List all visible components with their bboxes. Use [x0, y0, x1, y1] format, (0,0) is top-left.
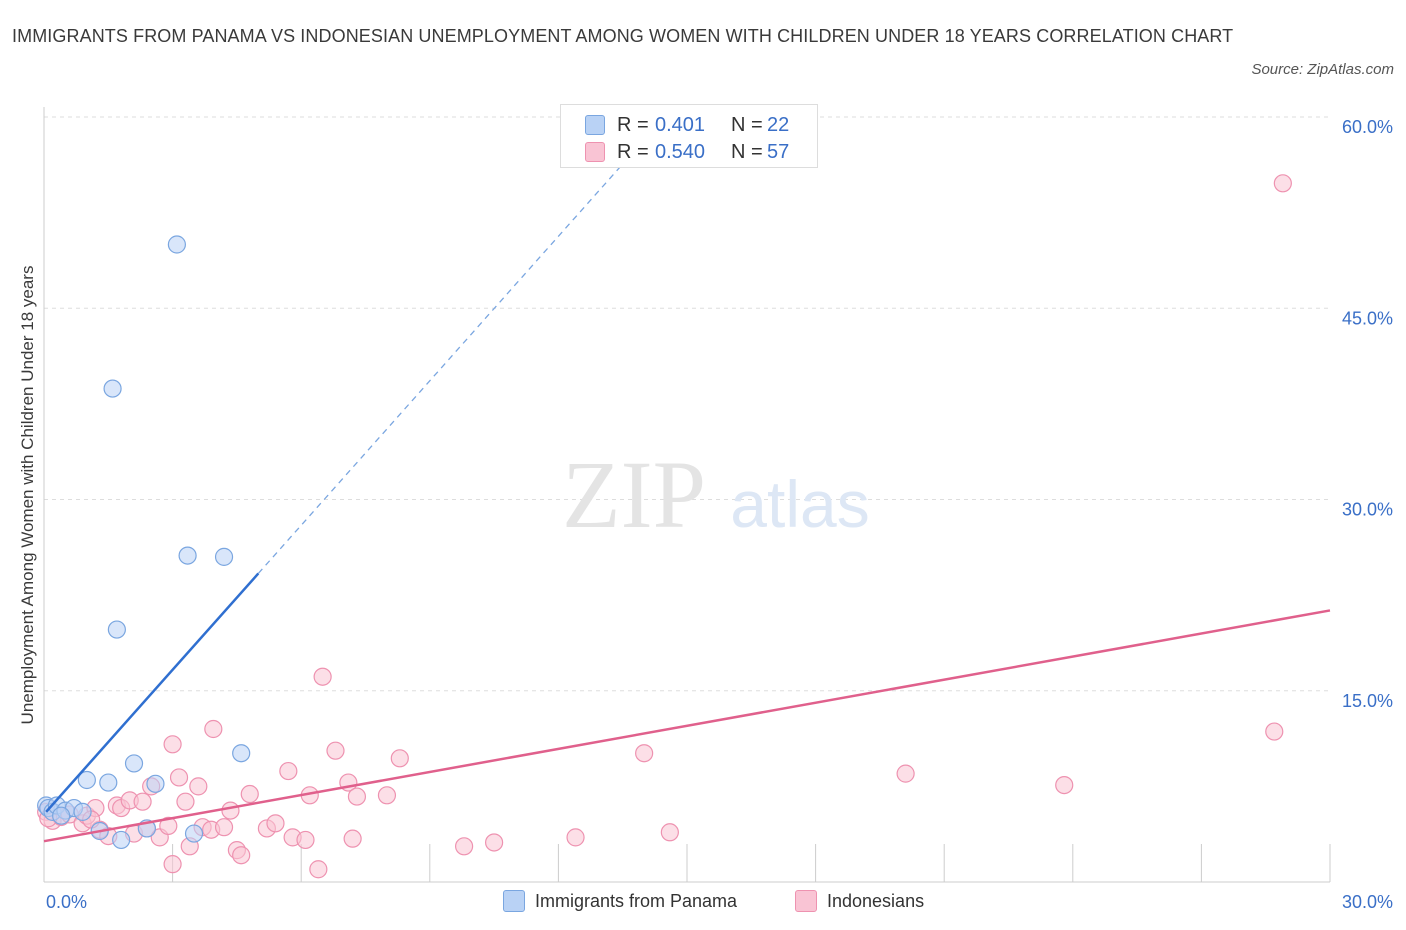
bottom-legend-label-panama: Immigrants from Panama	[535, 890, 738, 911]
indonesians-point	[566, 828, 585, 847]
bottom-legend-swatch-indonesians	[795, 890, 817, 912]
legend-r-label: R =	[617, 140, 649, 163]
legend-row-panama: R = 0.401 N = 22	[585, 113, 789, 137]
bottom-legend-label-indonesians: Indonesians	[827, 890, 925, 911]
indonesians-point	[279, 761, 298, 781]
panama-point	[99, 773, 118, 792]
legend-n-label: N =	[731, 113, 763, 136]
indonesians-point	[660, 823, 679, 842]
indonesians-point	[163, 855, 182, 874]
panama-point	[232, 744, 251, 763]
indonesians-point	[204, 719, 223, 739]
indonesians-point	[343, 829, 362, 848]
watermark-atlas: atlas	[730, 467, 869, 541]
indonesians-point	[1265, 722, 1284, 741]
y-tick-label: 45.0%	[1342, 308, 1393, 328]
indonesians-point	[266, 814, 285, 833]
panama-point	[146, 774, 165, 793]
indonesians-point	[485, 833, 504, 852]
panama-point	[103, 379, 122, 398]
indonesians-point	[635, 744, 654, 763]
legend-r-value: 0.540	[655, 140, 706, 163]
panama-point	[52, 806, 71, 825]
panama-point	[73, 802, 92, 821]
bottom-legend-panama: Immigrants from Panama	[503, 888, 737, 914]
indonesians-point	[1273, 174, 1292, 193]
indonesians-point	[296, 830, 315, 850]
indonesians-point	[176, 792, 195, 811]
panama-trendline-extension	[257, 163, 624, 574]
legend-r-value: 0.401	[655, 113, 706, 136]
axes	[43, 107, 1331, 883]
indonesians-point	[309, 860, 328, 879]
panama-point	[77, 770, 96, 790]
legend-n-value: 22	[767, 113, 790, 136]
indonesians-point	[189, 777, 208, 796]
panama-point	[124, 754, 144, 773]
indonesians-point	[240, 784, 259, 804]
indonesians-trendline	[43, 609, 1331, 843]
indonesians-point	[896, 764, 915, 783]
correlation-legend: R = 0.401 N = 22 R = 0.540 N = 57	[560, 104, 818, 168]
indonesians-point	[214, 818, 234, 837]
x-tick-label: 30.0%	[1342, 892, 1393, 912]
y-tick-label: 30.0%	[1342, 500, 1393, 520]
panama-point	[107, 620, 126, 639]
indonesians-point	[133, 792, 152, 811]
indonesians-point	[169, 768, 189, 787]
panama-point	[184, 824, 204, 843]
legend-n-label: N =	[731, 140, 763, 163]
indonesians-point	[163, 735, 182, 754]
indonesians-point	[390, 749, 409, 768]
indonesians-point	[1055, 775, 1074, 795]
tick-labels: 15.0% 30.0% 45.0% 60.0% 0.0% 30.0%	[46, 117, 1393, 912]
gridlines	[44, 116, 1330, 692]
panama-point	[178, 546, 197, 565]
legend-n-value: 57	[767, 140, 790, 163]
legend-row-indonesians: R = 0.540 N = 57	[585, 140, 789, 164]
watermark-zip: ZIP	[562, 441, 706, 548]
y-tick-label: 60.0%	[1342, 117, 1393, 137]
indonesians-point	[347, 787, 367, 806]
indonesians-point	[221, 801, 240, 820]
legend-swatch-indonesians	[585, 142, 605, 162]
indonesians-point	[159, 816, 178, 836]
legend-r-label: R =	[617, 113, 649, 136]
legend-swatch-panama	[585, 115, 605, 135]
chart-title: IMMIGRANTS FROM PANAMA VS INDONESIAN UNE…	[12, 26, 1234, 46]
panama-trendline	[45, 572, 260, 813]
y-tick-label: 15.0%	[1342, 691, 1393, 711]
indonesians-point	[232, 846, 251, 865]
indonesians-point	[377, 786, 397, 805]
indonesians-point	[454, 837, 474, 856]
watermark: ZIP atlas	[562, 441, 870, 548]
bottom-legend-indonesians: Indonesians	[795, 888, 924, 914]
source-label: Source: ZipAtlas.com	[1251, 61, 1394, 78]
indonesians-point	[326, 741, 345, 760]
panama-point	[214, 547, 234, 566]
panama-point	[167, 235, 186, 254]
x-tick-label: 0.0%	[46, 892, 87, 912]
bottom-legend-swatch-panama	[503, 890, 525, 912]
trendlines	[43, 163, 1331, 843]
panama-point	[112, 830, 131, 850]
indonesians-point	[313, 667, 332, 686]
panama-points	[37, 235, 251, 850]
